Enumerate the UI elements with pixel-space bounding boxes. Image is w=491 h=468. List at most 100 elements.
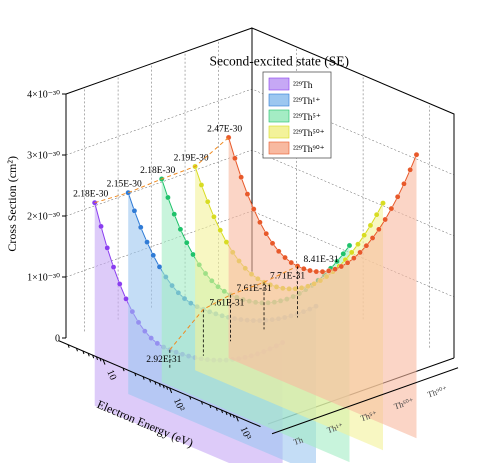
data-point bbox=[382, 216, 388, 223]
legend-label: ²²⁹Th⁹⁰⁺ bbox=[293, 144, 325, 155]
legend-label: ²²⁹Th bbox=[293, 81, 313, 91]
data-point bbox=[313, 268, 320, 275]
data-point bbox=[355, 241, 361, 247]
x-minor-tick bbox=[209, 404, 212, 409]
data-point bbox=[123, 296, 129, 302]
peak-label: 2.18E-30 bbox=[73, 190, 108, 200]
data-point bbox=[319, 268, 326, 275]
data-point bbox=[307, 267, 313, 274]
data-point bbox=[275, 248, 282, 255]
series-fill bbox=[228, 137, 417, 439]
x-tick-label: 10² bbox=[171, 397, 186, 413]
depth-tick-label: Th⁹⁰⁺ bbox=[426, 384, 449, 400]
data-point bbox=[401, 181, 407, 187]
data-point bbox=[301, 266, 307, 272]
data-point bbox=[413, 151, 420, 158]
data-point bbox=[165, 194, 171, 201]
data-point bbox=[98, 223, 104, 230]
data-point bbox=[338, 263, 345, 270]
data-point bbox=[131, 208, 138, 214]
data-point bbox=[376, 226, 382, 233]
peak-connector bbox=[94, 137, 229, 204]
x-minor-tick bbox=[67, 344, 70, 348]
legend-swatch bbox=[268, 125, 290, 139]
x-minor-tick bbox=[75, 348, 78, 352]
x-minor-tick bbox=[166, 386, 169, 390]
data-point bbox=[250, 206, 257, 212]
x-minor-tick bbox=[87, 353, 90, 357]
data-point bbox=[116, 281, 123, 287]
data-point bbox=[150, 252, 156, 259]
depth-tick-label: Th bbox=[292, 434, 305, 447]
peak-label: 2.19E-30 bbox=[174, 153, 209, 163]
data-point bbox=[183, 239, 190, 246]
x-minor-tick bbox=[215, 407, 218, 411]
data-point bbox=[361, 232, 367, 238]
x-minor-tick bbox=[200, 401, 203, 405]
data-point bbox=[177, 226, 184, 233]
data-point bbox=[326, 268, 332, 274]
chart-annotations: 2.18E-30 2.92E-31 2.15E-30 7.61E-31 2.18E-30… bbox=[73, 125, 339, 368]
legend-label: ²²⁹Th¹⁺ bbox=[293, 97, 320, 107]
data-point bbox=[369, 235, 376, 241]
min-label: 7.71E-31 bbox=[270, 271, 305, 281]
data-point bbox=[156, 264, 163, 270]
x-minor-tick bbox=[221, 409, 224, 414]
data-point bbox=[373, 211, 380, 218]
data-point bbox=[346, 242, 353, 249]
data-point bbox=[363, 242, 370, 249]
x-minor-tick bbox=[154, 381, 157, 385]
data-point bbox=[238, 174, 244, 180]
x-minor-tick bbox=[99, 358, 102, 362]
min-label: 2.92E-31 bbox=[146, 355, 181, 365]
data-point bbox=[332, 266, 338, 272]
data-point bbox=[244, 191, 251, 197]
legend-swatch bbox=[268, 141, 290, 155]
data-point bbox=[334, 258, 340, 265]
legend-label: ²²⁹Th⁵⁺ bbox=[293, 113, 321, 123]
data-point bbox=[340, 251, 347, 257]
data-point bbox=[217, 227, 223, 233]
y-tick-label: 3×10⁻³⁰ bbox=[27, 151, 60, 162]
data-point bbox=[110, 264, 117, 270]
y-tick-label: 1×10⁻³⁰ bbox=[27, 273, 60, 284]
x-minor-tick bbox=[142, 376, 145, 380]
peak-label: 2.15E-30 bbox=[107, 180, 142, 190]
legend: ²²⁹Th ²²⁹Th¹⁺ ²²⁹Th⁵⁺ ²²⁹Th⁵⁰⁺ ²²⁹Th⁹⁰⁺ bbox=[262, 71, 332, 159]
x-minor-tick bbox=[82, 350, 85, 355]
y-tick-label: 0 bbox=[55, 334, 60, 345]
x-minor-tick bbox=[134, 372, 137, 377]
x-tick bbox=[169, 387, 173, 394]
data-point bbox=[144, 239, 150, 245]
x-minor-tick bbox=[92, 355, 95, 359]
chart-series-group bbox=[91, 134, 420, 468]
data-point bbox=[357, 249, 363, 256]
x-tick bbox=[102, 359, 106, 365]
data-point bbox=[388, 205, 395, 212]
min-label: 7.61E-31 bbox=[237, 284, 272, 294]
y-axis-title: Cross Section (cm²) bbox=[5, 156, 19, 252]
depth-axis-line bbox=[271, 367, 459, 435]
y-tick-label: 4×10⁻³⁰ bbox=[27, 90, 60, 101]
min-label: 8.41E-31 bbox=[304, 255, 339, 265]
data-point bbox=[380, 200, 386, 206]
data-point bbox=[282, 254, 288, 261]
x-tick-label: 10 bbox=[104, 368, 118, 382]
data-point bbox=[104, 245, 110, 251]
peak-label: 2.18E-30 bbox=[140, 166, 175, 176]
x-minor-tick bbox=[122, 367, 125, 372]
min-label: 7.61E-31 bbox=[209, 298, 244, 308]
legend-swatch bbox=[268, 93, 290, 107]
gridline-y bbox=[65, 27, 455, 115]
data-point bbox=[344, 260, 351, 266]
data-point bbox=[223, 239, 230, 245]
x-minor-tick bbox=[96, 356, 99, 360]
gridline-y bbox=[65, 88, 455, 176]
x-minor-tick bbox=[162, 385, 165, 389]
data-point bbox=[190, 251, 196, 258]
x-minor-tick bbox=[158, 383, 161, 387]
legend-swatch bbox=[268, 109, 290, 123]
y-tick-label: 2×10⁻³⁰ bbox=[27, 212, 60, 223]
data-point bbox=[269, 240, 276, 247]
